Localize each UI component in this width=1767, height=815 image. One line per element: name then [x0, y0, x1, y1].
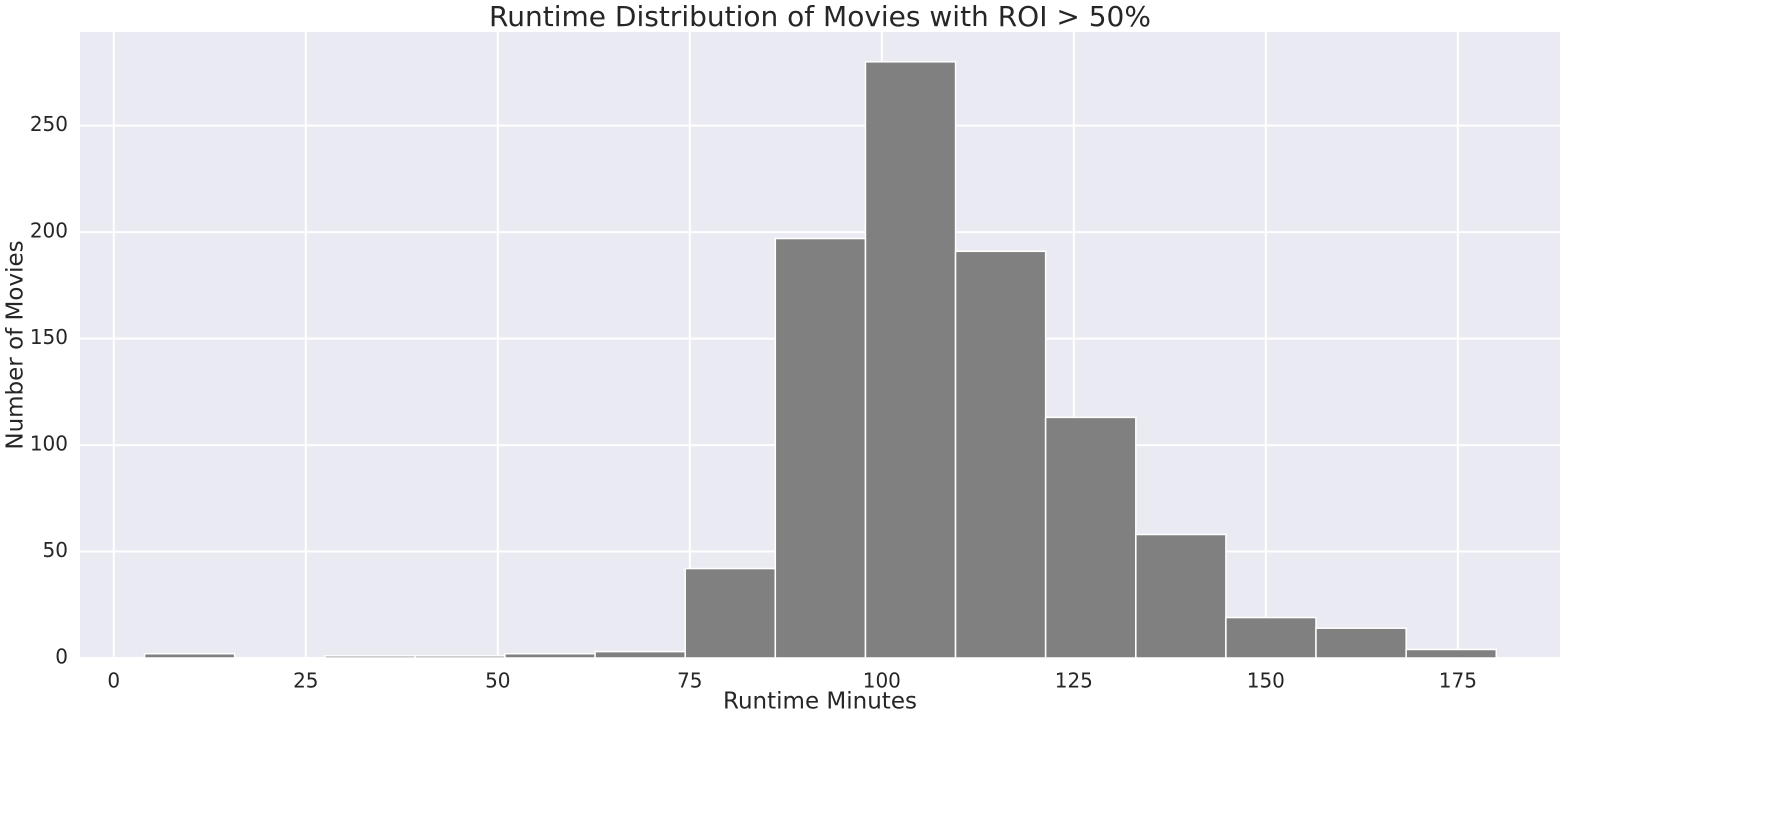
chart-title: Runtime Distribution of Movies with ROI …: [489, 0, 1151, 33]
bar: [504, 652, 596, 659]
x-tick-label: 100: [863, 669, 901, 693]
y-axis-label: Number of Movies: [3, 240, 29, 449]
x-tick-label: 25: [293, 669, 318, 693]
x-tick-label: 50: [485, 669, 510, 693]
bar: [1225, 616, 1317, 659]
y-tick-label: 250: [30, 112, 68, 136]
x-tick-label: 125: [1055, 669, 1093, 693]
bar: [324, 655, 416, 659]
bar: [774, 237, 867, 659]
bar: [1405, 648, 1498, 659]
y-tick-label: 50: [43, 538, 68, 562]
x-tick-label: 175: [1439, 669, 1477, 693]
x-tick-label: 75: [677, 669, 702, 693]
x-axis-label: Runtime Minutes: [723, 689, 917, 715]
y-tick-label: 0: [55, 645, 68, 669]
bar: [1135, 533, 1227, 659]
bar: [414, 655, 506, 659]
bar: [143, 652, 236, 659]
x-tick-label: 150: [1247, 669, 1285, 693]
x-tick-label: 0: [107, 669, 120, 693]
y-tick-label: 200: [30, 219, 68, 243]
y-tick-label: 150: [30, 325, 68, 349]
y-tick-label: 100: [30, 432, 68, 456]
bar: [864, 61, 957, 659]
bar: [954, 250, 1047, 659]
bar: [1315, 627, 1407, 659]
bar: [684, 567, 777, 659]
bar: [1044, 416, 1137, 659]
bar: [594, 650, 686, 659]
